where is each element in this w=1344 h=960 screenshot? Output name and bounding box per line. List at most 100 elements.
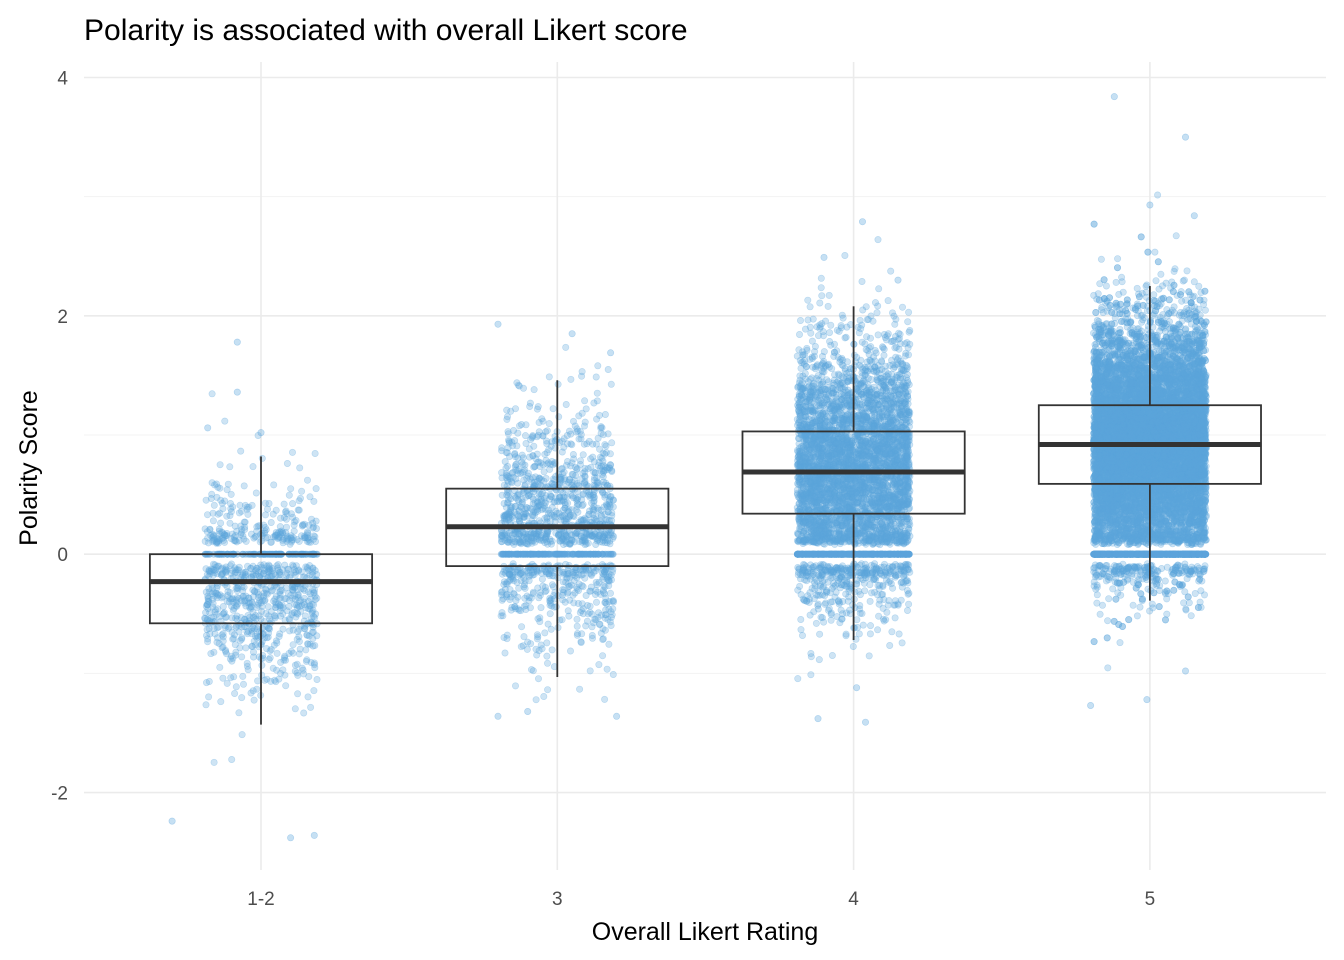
data-point (537, 459, 545, 467)
data-point (273, 649, 281, 657)
data-point (880, 595, 888, 603)
data-point (606, 589, 614, 597)
data-point (599, 473, 607, 481)
data-point (519, 454, 527, 462)
data-point (254, 677, 262, 685)
data-point (233, 598, 241, 606)
data-point (232, 531, 240, 539)
data-point (558, 470, 566, 478)
data-point (874, 626, 882, 634)
data-point (553, 497, 561, 505)
data-point (285, 596, 293, 604)
data-point (875, 285, 883, 293)
data-point (581, 536, 589, 544)
data-point (539, 489, 547, 497)
data-point (306, 562, 314, 570)
data-point (295, 650, 303, 658)
data-point (524, 530, 532, 538)
data-point (246, 599, 254, 607)
data-point (500, 578, 508, 586)
data-point (270, 481, 278, 489)
data-point (219, 570, 227, 578)
data-point (289, 641, 297, 649)
data-point (242, 570, 250, 578)
data-point (601, 626, 609, 634)
data-point (273, 639, 281, 647)
data-point (240, 583, 248, 591)
data-point (522, 421, 530, 429)
data-point (252, 489, 260, 497)
data-point (237, 522, 245, 530)
data-point (248, 642, 256, 650)
data-point (217, 698, 225, 706)
data-point (824, 302, 832, 310)
data-point (257, 599, 265, 607)
data-point (502, 464, 510, 472)
data-point (584, 610, 592, 618)
data-point (216, 461, 224, 469)
data-point (578, 630, 586, 638)
data-point (276, 669, 284, 677)
data-point (560, 435, 568, 443)
data-point (501, 649, 509, 657)
data-point (849, 642, 857, 650)
data-point (227, 652, 235, 660)
data-point (807, 653, 815, 661)
data-point (265, 568, 273, 576)
data-point (276, 568, 284, 576)
data-point (536, 588, 544, 596)
data-point (253, 583, 261, 591)
data-point (242, 592, 250, 600)
data-point (260, 589, 268, 597)
data-point (223, 597, 231, 605)
data-point (603, 665, 611, 673)
data-point (581, 397, 589, 405)
data-point (568, 459, 576, 467)
data-point (499, 595, 507, 603)
data-point (265, 566, 273, 574)
data-point (215, 536, 223, 544)
data-point (280, 500, 288, 508)
data-point (257, 615, 265, 623)
data-point (562, 400, 570, 408)
data-point (275, 675, 283, 683)
data-point (817, 274, 825, 282)
data-point (540, 692, 548, 700)
data-point (545, 420, 553, 428)
data-point (303, 528, 311, 536)
data-point (246, 613, 254, 621)
data-point (607, 380, 615, 388)
data-point (238, 653, 246, 661)
data-point (812, 619, 820, 627)
data-point (511, 449, 519, 457)
data-point (311, 641, 319, 649)
data-point (501, 530, 509, 538)
data-point (545, 373, 553, 381)
data-point (596, 620, 604, 628)
data-point (569, 512, 577, 520)
data-point (279, 610, 287, 618)
data-point (526, 475, 534, 483)
data-point (863, 333, 871, 341)
data-point (276, 528, 284, 536)
data-point (589, 440, 597, 448)
data-point (296, 464, 304, 472)
data-point (242, 644, 250, 652)
data-point (591, 615, 599, 623)
data-point (233, 593, 241, 601)
data-point (207, 650, 215, 658)
data-point (507, 593, 515, 601)
data-point (218, 499, 226, 507)
data-point (235, 628, 243, 636)
data-point (597, 511, 605, 519)
data-point (530, 386, 538, 394)
data-point (523, 592, 531, 600)
data-point (797, 615, 805, 623)
data-point (219, 505, 227, 513)
data-point (307, 703, 315, 711)
data-point (521, 505, 529, 513)
data-point (205, 624, 213, 632)
data-point (533, 450, 541, 458)
data-point (293, 585, 301, 593)
data-point (289, 626, 297, 634)
